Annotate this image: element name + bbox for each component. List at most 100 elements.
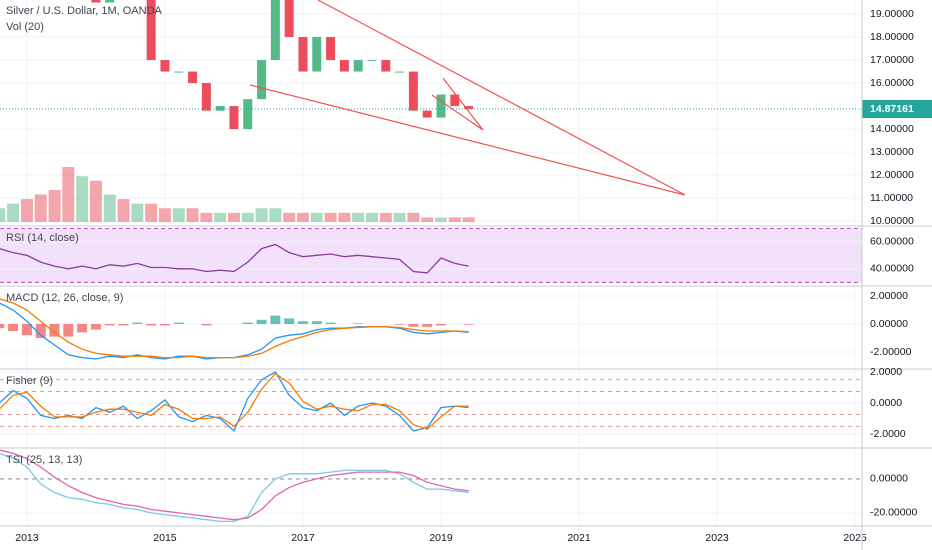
volume-bar — [379, 212, 392, 222]
last-price-box — [862, 100, 932, 119]
histogram-bar — [21, 323, 32, 336]
y-tick-label: 12.00000 — [870, 169, 914, 181]
volume-bar — [34, 194, 47, 222]
histogram-bar — [242, 322, 253, 324]
volume-title: Vol (20) — [6, 21, 44, 33]
x-tick-label: 2015 — [153, 532, 177, 544]
volume-bar — [48, 189, 61, 222]
volume-bar — [186, 208, 199, 222]
volume-bar — [283, 212, 296, 222]
histogram-bar — [90, 323, 101, 330]
histogram-bar — [35, 323, 46, 339]
volume-bar — [338, 212, 351, 222]
volume-bar — [296, 212, 309, 222]
pane-title: Fisher (9) — [6, 375, 53, 387]
y-tick-label: 40.00000 — [870, 263, 914, 275]
trend-line — [249, 84, 686, 196]
candle — [408, 71, 418, 111]
y-tick-label: 0.00000 — [870, 318, 908, 330]
candle — [146, 0, 156, 61]
indicator-line — [0, 449, 469, 521]
candle — [201, 83, 211, 111]
volume-bar — [435, 217, 448, 222]
volume-bar — [117, 199, 130, 222]
y-tick-label: 14.00000 — [870, 123, 914, 135]
volume-bar — [145, 203, 158, 222]
candle — [229, 106, 239, 130]
pane — [0, 371, 862, 435]
y-tick-label: 2.00000 — [870, 290, 908, 302]
histogram-bar — [463, 323, 474, 325]
histogram-bar — [63, 323, 74, 337]
volume-bar — [200, 212, 213, 222]
indicator-line — [0, 298, 469, 359]
candle — [284, 0, 294, 38]
histogram-bar — [353, 323, 364, 324]
y-tick-label: 18.00000 — [870, 31, 914, 43]
indicator-line — [0, 243, 469, 274]
volume-bar — [89, 180, 102, 222]
volume-bar — [158, 208, 171, 222]
histogram-bar — [422, 323, 433, 327]
histogram-bar — [49, 323, 60, 337]
volume-bar — [462, 217, 475, 222]
y-tick-label: 13.00000 — [870, 146, 914, 158]
histogram-bar — [394, 323, 405, 325]
volume-bar — [269, 208, 282, 222]
candle — [188, 71, 198, 84]
candle — [105, 0, 115, 3]
volume-bar — [241, 212, 254, 222]
y-tick-label: 0.00000 — [870, 473, 908, 485]
x-tick-label: 2023 — [705, 532, 729, 544]
pane — [0, 449, 862, 523]
y-tick-label: -2.00000 — [870, 346, 912, 358]
candle — [395, 71, 405, 73]
trend-line — [431, 94, 484, 131]
candle — [243, 99, 253, 130]
histogram-bar — [104, 323, 115, 326]
y-tick-label: 10.00000 — [870, 215, 914, 227]
histogram-bar — [256, 319, 267, 324]
volume-bar — [393, 212, 406, 222]
pane — [0, 295, 862, 360]
volume-bar — [352, 212, 365, 222]
volume-bar — [324, 212, 337, 222]
pane — [0, 227, 862, 283]
y-tick-label: 11.00000 — [870, 192, 913, 204]
candle — [270, 0, 280, 61]
histogram-bar — [159, 323, 170, 326]
histogram-bar — [132, 322, 143, 324]
volume-bar — [131, 203, 144, 222]
volume-bar — [365, 212, 378, 222]
histogram-bar — [270, 315, 281, 324]
volume-bar — [255, 208, 268, 222]
candle — [367, 60, 377, 62]
x-tick-label: 2017 — [291, 532, 315, 544]
volume-bar — [0, 208, 6, 222]
y-tick-label: -2.0000 — [870, 428, 906, 440]
volume-bar — [103, 194, 116, 222]
candle — [464, 106, 474, 110]
histogram-bar — [201, 323, 212, 326]
pane-title: Silver / U.S. Dollar, 1M, OANDA — [6, 5, 163, 17]
volume-bar — [76, 176, 89, 222]
volume-bar — [172, 208, 185, 222]
histogram-bar — [311, 321, 322, 324]
candle — [312, 37, 322, 72]
candle — [339, 60, 349, 72]
trend-line — [317, 0, 686, 196]
x-tick-label: 2013 — [15, 532, 39, 544]
volume-bar — [310, 212, 323, 222]
volume-bar — [421, 217, 434, 222]
histogram-bar — [297, 321, 308, 324]
rsi-band — [0, 228, 862, 283]
indicator-line — [0, 372, 469, 431]
candle — [215, 106, 225, 111]
histogram-bar — [8, 323, 19, 332]
last-price-label: 14.87161 — [870, 103, 914, 115]
y-tick-label: 19.00000 — [870, 8, 914, 20]
candle — [436, 94, 446, 118]
candle — [257, 60, 267, 100]
volume-bar — [62, 167, 75, 222]
